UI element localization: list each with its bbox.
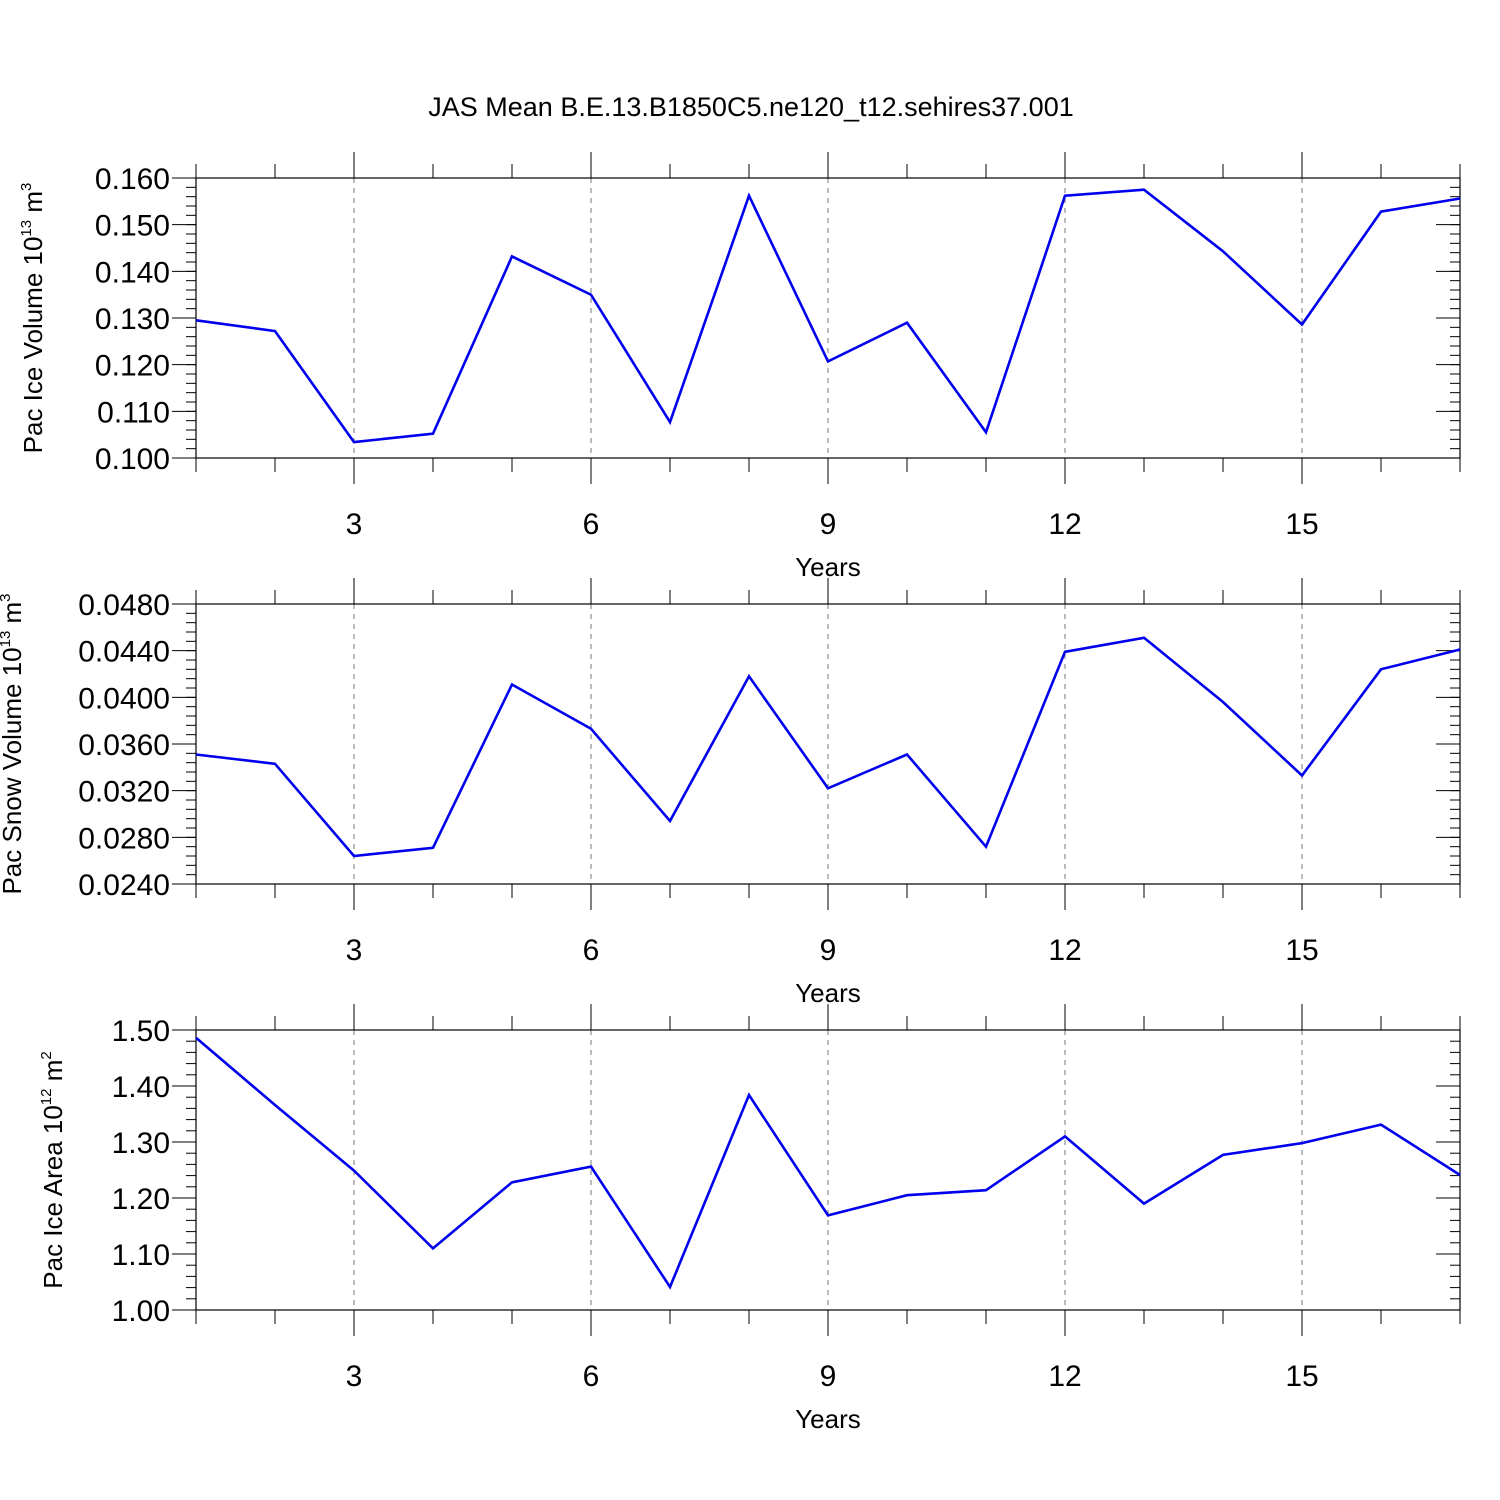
y-tick-label: 1.40 (112, 1071, 170, 1104)
y-tick-label: 1.10 (112, 1239, 170, 1272)
y-tick-label: 0.160 (95, 163, 170, 196)
y-tick-label: 0.130 (95, 303, 170, 336)
x-tick-label: 9 (820, 1360, 837, 1393)
y-axis-label: Pac Snow Volume 1013 m3 (0, 593, 27, 894)
x-tick-label: 12 (1048, 1360, 1081, 1393)
x-tick-label: 12 (1048, 508, 1081, 541)
y-tick-label: 1.00 (112, 1295, 170, 1328)
y-tick-label: 0.0360 (78, 729, 170, 762)
chart-title: JAS Mean B.E.13.B1850C5.ne120_t12.sehire… (428, 92, 1073, 122)
y-tick-label: 0.0480 (78, 589, 170, 622)
x-axis-label: Years (795, 978, 861, 1008)
y-tick-label: 0.0280 (78, 822, 170, 855)
y-tick-label: 0.100 (95, 443, 170, 476)
x-tick-label: 15 (1285, 508, 1318, 541)
y-tick-label: 1.20 (112, 1183, 170, 1216)
x-tick-label: 6 (583, 508, 600, 541)
x-axis-label: Years (795, 552, 861, 582)
x-tick-label: 3 (346, 934, 363, 967)
y-axis-label: Pac Ice Volume 1013 m3 (18, 183, 48, 454)
y-axis-label: Pac Ice Area 1012 m2 (38, 1051, 68, 1288)
series-line-ice-volume (195, 188, 1461, 444)
x-tick-label: 6 (583, 934, 600, 967)
x-tick-label: 15 (1285, 934, 1318, 967)
x-tick-label: 3 (346, 508, 363, 541)
x-tick-label: 15 (1285, 1360, 1318, 1393)
x-tick-label: 9 (820, 934, 837, 967)
y-tick-label: 0.0440 (78, 636, 170, 669)
y-tick-label: 1.30 (112, 1127, 170, 1160)
y-tick-label: 0.120 (95, 350, 170, 383)
x-tick-label: 12 (1048, 934, 1081, 967)
panel-ice-area: 3 6 9 12 15 Years 1.00 1.10 1.20 1.30 1.40 1.50 Pac … (38, 1004, 1461, 1434)
y-tick-label: 0.150 (95, 210, 170, 243)
y-tick-label: 0.110 (97, 396, 170, 429)
y-tick-label: 0.0400 (78, 682, 170, 715)
y-tick-label: 1.50 (112, 1015, 170, 1048)
y-tick-label: 0.0320 (78, 776, 170, 809)
y-tick-label: 0.0240 (78, 869, 170, 902)
x-tick-label: 9 (820, 508, 837, 541)
panel-snow-volume: 3 6 9 12 15 Years 0.0240 0.0280 0.0320 0.0360 0.04… (0, 578, 1461, 1008)
x-tick-label: 6 (583, 1360, 600, 1393)
y-tick-label: 0.140 (95, 256, 170, 289)
x-axis-label: Years (795, 1404, 861, 1434)
x-tick-label: 3 (346, 1360, 363, 1393)
panel-ice-volume: 3 6 9 12 15 Years 0.100 0.110 0.120 0.130 0.140 0.1… (18, 152, 1461, 582)
